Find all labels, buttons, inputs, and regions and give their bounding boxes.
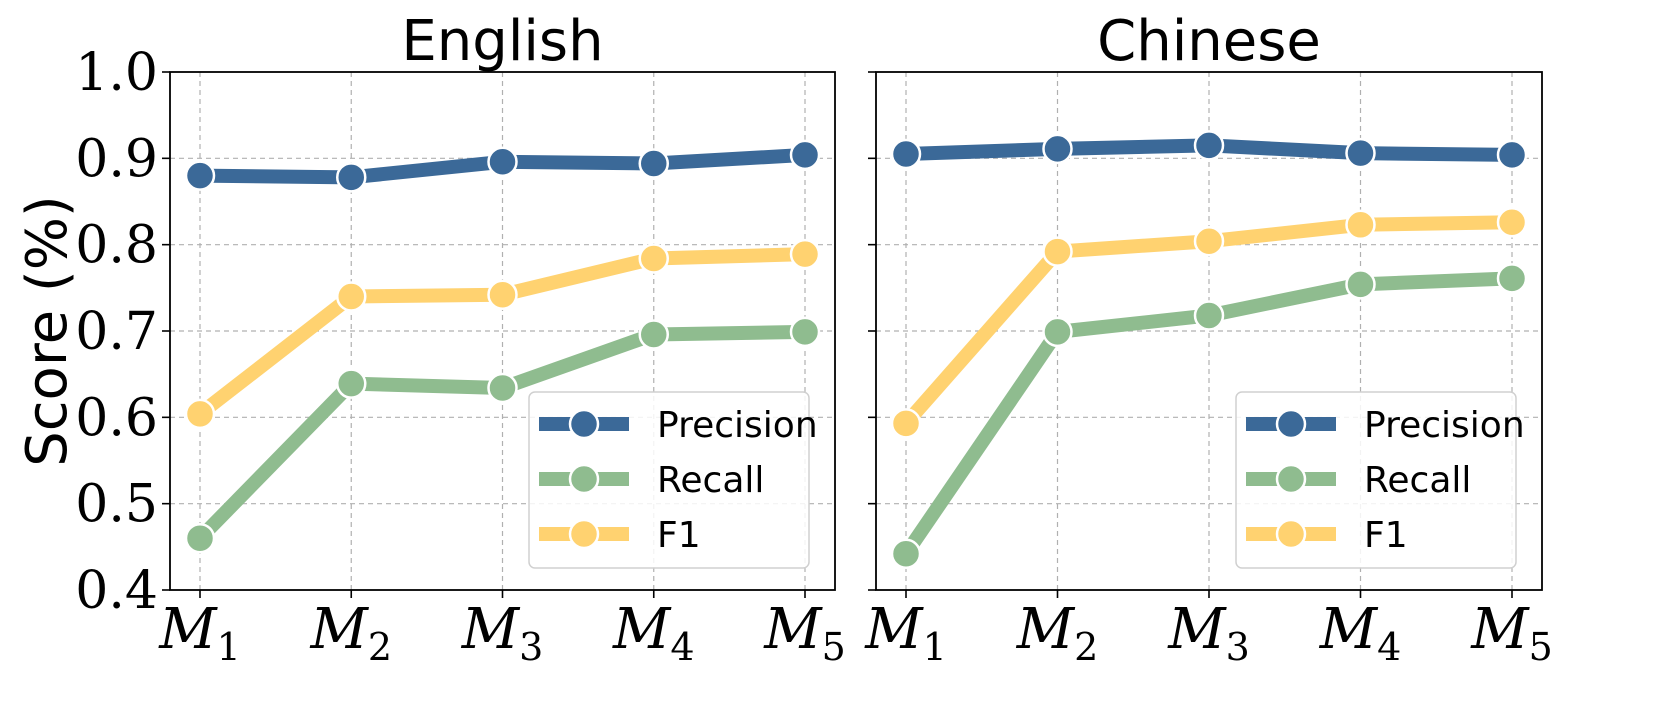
chart-panel-english: 0.4 0.5 0.6 0.7 0.8 0.9 1.0 M1 M2 M3 M4 M5 English Sc… xyxy=(15,9,846,669)
legend-box xyxy=(1235,391,1517,569)
chart-panel-chinese: M1 M2 M3 M4 M5 Chinese Precision Recall F1 xyxy=(864,9,1553,669)
data-point-f1 xyxy=(789,238,821,270)
data-point-f1 xyxy=(336,281,367,312)
data-point-precision xyxy=(184,160,216,191)
data-point-recall xyxy=(336,368,367,399)
data-point-precision xyxy=(1193,130,1225,161)
x-tick-label: M3 xyxy=(461,597,544,669)
y-tick-label: 1.0 xyxy=(75,43,158,103)
data-point-f1 xyxy=(1042,236,1073,267)
x-tick-label: M2 xyxy=(309,597,392,669)
data-point-recall xyxy=(1496,263,1528,294)
data-point-recall xyxy=(1042,316,1073,348)
data-point-precision xyxy=(336,162,367,193)
x-tick-label: M4 xyxy=(612,597,695,669)
legend-label: Precision xyxy=(1364,405,1525,446)
legend-swatch-marker xyxy=(568,518,600,550)
legend-swatch-marker xyxy=(1275,408,1307,440)
legend-swatch-marker xyxy=(568,408,600,440)
data-point-precision xyxy=(789,139,821,171)
x-tick-label: M5 xyxy=(763,597,846,669)
data-point-f1 xyxy=(487,279,518,310)
legend-label: Recall xyxy=(657,460,764,501)
data-point-recall xyxy=(1345,269,1376,300)
data-point-f1 xyxy=(184,398,216,430)
data-point-f1 xyxy=(1345,209,1376,241)
y-tick-label: 0.6 xyxy=(75,388,158,448)
legend-label: F1 xyxy=(1364,515,1408,556)
data-point-precision xyxy=(1042,133,1073,165)
data-point-f1 xyxy=(1193,225,1225,257)
data-point-precision xyxy=(1345,137,1376,169)
chart-title: Chinese xyxy=(1097,9,1321,74)
legend-swatch-marker xyxy=(568,463,600,495)
data-point-f1 xyxy=(638,243,669,274)
x-tick-label: M1 xyxy=(158,597,241,669)
y-tick-label: 0.5 xyxy=(75,475,158,535)
data-point-recall xyxy=(1193,300,1225,331)
legend-label: Recall xyxy=(1364,460,1471,501)
x-tick-label: M4 xyxy=(1319,597,1402,669)
data-point-recall xyxy=(638,319,669,350)
data-point-precision xyxy=(487,146,518,178)
x-tick-label: M5 xyxy=(1470,597,1553,669)
legend-label: F1 xyxy=(657,515,701,556)
y-axis-label: Score (%) xyxy=(15,195,80,467)
data-point-precision xyxy=(1496,139,1528,171)
data-point-recall xyxy=(487,372,518,404)
y-tick-label: 0.9 xyxy=(75,129,158,189)
y-tick-label: 0.8 xyxy=(75,216,158,276)
data-point-recall xyxy=(789,316,821,348)
data-point-f1 xyxy=(1496,206,1528,238)
legend-label: Precision xyxy=(657,405,818,446)
legend-box xyxy=(528,391,810,569)
x-tick-label: M3 xyxy=(1167,597,1250,669)
plot-frame xyxy=(169,71,836,591)
x-tick-label: M1 xyxy=(864,597,947,669)
data-point-recall xyxy=(184,522,216,554)
data-point-precision xyxy=(638,148,669,179)
y-tick-label: 0.4 xyxy=(75,561,158,621)
y-tick-label: 0.7 xyxy=(75,302,158,362)
data-point-recall xyxy=(890,538,922,569)
data-point-precision xyxy=(890,138,922,170)
x-tick-label: M2 xyxy=(1016,597,1099,669)
plot-frame xyxy=(875,71,1543,591)
chart-title: English xyxy=(401,9,603,74)
legend-swatch-marker xyxy=(1275,463,1307,495)
data-point-f1 xyxy=(890,408,922,439)
legend-swatch-marker xyxy=(1275,518,1307,550)
